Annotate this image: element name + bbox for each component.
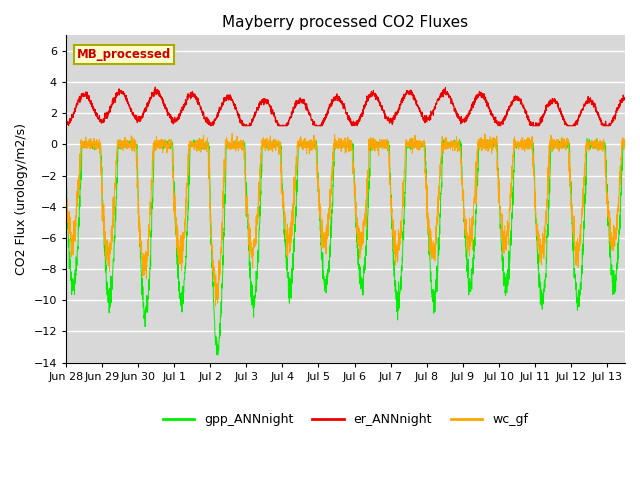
gpp_ANNnight (212, 352, 220, 358)
wc_gf (62, 198, 70, 204)
gpp_ANNnight (159, 141, 167, 146)
wc_gf (611, 239, 618, 244)
er_ANNnight (159, 97, 167, 103)
Legend: gpp_ANNnight, er_ANNnight, wc_gf: gpp_ANNnight, er_ANNnight, wc_gf (158, 408, 533, 431)
wc_gf (228, 131, 236, 136)
wc_gf (550, 137, 558, 143)
wc_gf (621, 139, 629, 145)
wc_gf (212, 303, 220, 309)
er_ANNnight (611, 113, 618, 119)
Y-axis label: CO2 Flux (urology/m2/s): CO2 Flux (urology/m2/s) (15, 123, 28, 275)
wc_gf (277, 169, 285, 175)
er_ANNnight (301, 100, 309, 106)
gpp_ANNnight (550, 142, 558, 147)
gpp_ANNnight (621, 144, 629, 149)
wc_gf (159, 143, 167, 148)
Line: er_ANNnight: er_ANNnight (66, 87, 625, 126)
Line: wc_gf: wc_gf (66, 133, 625, 306)
gpp_ANNnight (277, 143, 285, 148)
gpp_ANNnight (62, 197, 70, 203)
er_ANNnight (151, 84, 159, 90)
er_ANNnight (621, 95, 629, 101)
wc_gf (301, 135, 309, 141)
gpp_ANNnight (196, 135, 204, 141)
er_ANNnight (62, 120, 70, 126)
er_ANNnight (550, 96, 558, 101)
Title: Mayberry processed CO2 Fluxes: Mayberry processed CO2 Fluxes (223, 15, 468, 30)
er_ANNnight (126, 104, 134, 109)
gpp_ANNnight (126, 144, 134, 149)
gpp_ANNnight (301, 139, 309, 145)
Line: gpp_ANNnight: gpp_ANNnight (66, 138, 625, 355)
wc_gf (126, 142, 134, 148)
er_ANNnight (207, 123, 214, 129)
gpp_ANNnight (611, 282, 618, 288)
er_ANNnight (277, 123, 285, 129)
Text: MB_processed: MB_processed (77, 48, 172, 61)
